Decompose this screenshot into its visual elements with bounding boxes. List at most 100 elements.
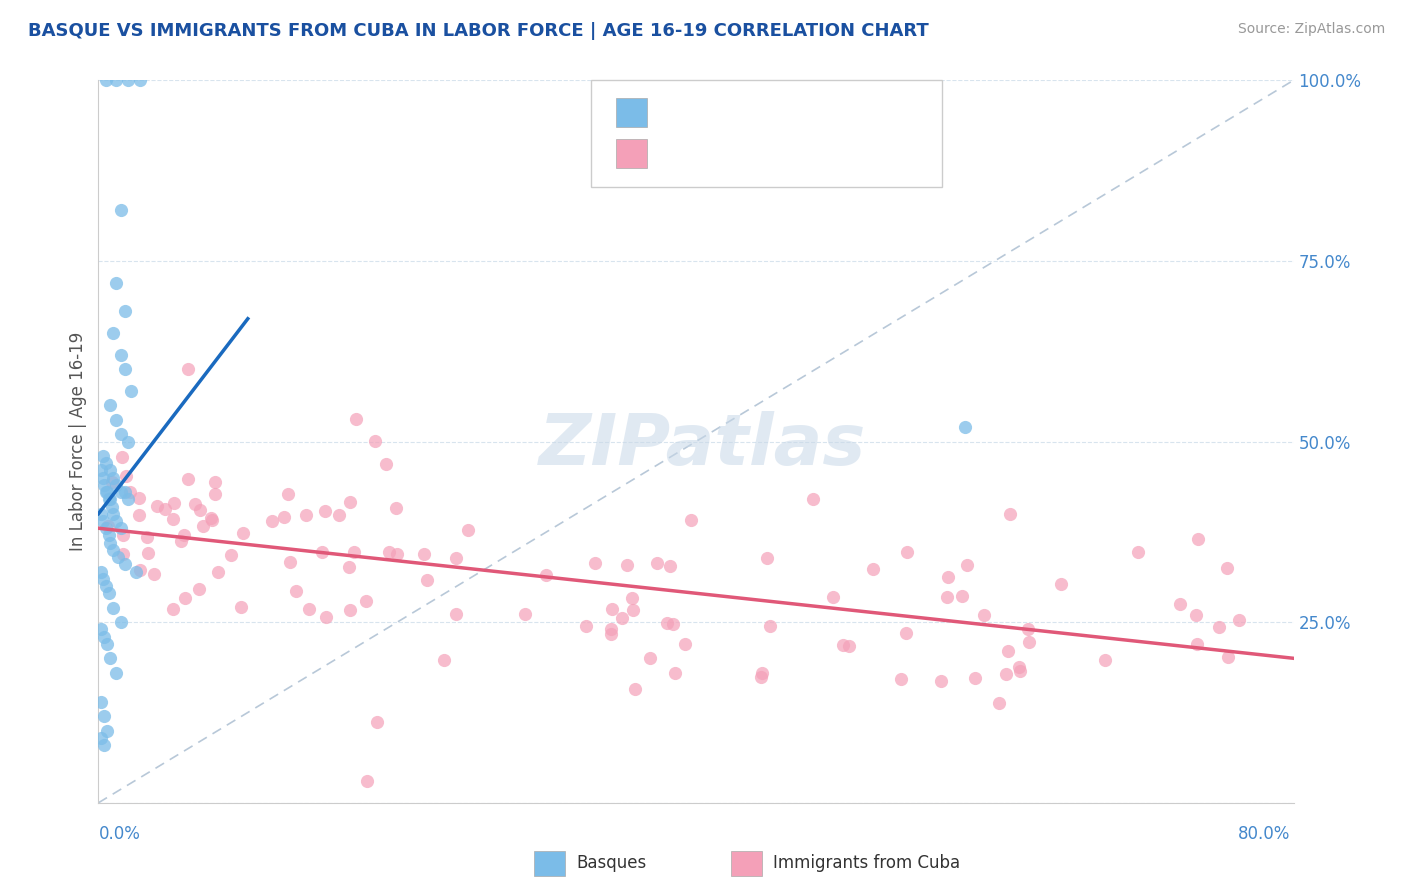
Point — [105, 478, 128, 492]
Point — [673, 637, 696, 651]
Y-axis label: In Labor Force | Age 16-19: In Labor Force | Age 16-19 — [69, 332, 87, 551]
Point — [188, 582, 211, 596]
Point — [184, 497, 207, 511]
Point — [110, 427, 132, 442]
Point — [311, 545, 333, 559]
Point — [110, 615, 132, 630]
Point — [129, 563, 152, 577]
Point — [412, 547, 434, 561]
Point — [103, 471, 125, 485]
Point — [621, 603, 644, 617]
Point — [170, 533, 193, 548]
Point — [190, 503, 212, 517]
Point — [384, 501, 406, 516]
Point — [153, 502, 176, 516]
Point — [756, 550, 779, 565]
Point — [91, 572, 114, 586]
Point — [98, 651, 122, 665]
Point — [94, 73, 117, 87]
Point — [575, 619, 598, 633]
Point — [117, 73, 139, 87]
Point — [1187, 533, 1209, 547]
Point — [339, 603, 361, 617]
Point — [98, 463, 122, 477]
Point — [117, 434, 139, 449]
Point — [998, 507, 1021, 521]
Point — [1229, 613, 1251, 627]
Point — [1017, 622, 1039, 636]
Point — [284, 584, 307, 599]
Point — [94, 579, 117, 593]
Point — [105, 276, 128, 290]
Point — [118, 484, 141, 499]
Point — [356, 774, 378, 789]
Point — [956, 558, 979, 573]
Point — [162, 601, 184, 615]
Point — [90, 565, 112, 579]
Point — [890, 672, 912, 686]
Point — [93, 738, 115, 752]
Point — [1050, 577, 1073, 591]
Point — [278, 556, 301, 570]
Point — [681, 513, 703, 527]
Point — [143, 567, 166, 582]
Point — [446, 607, 468, 621]
Point — [97, 586, 120, 600]
Point — [599, 626, 621, 640]
Point — [658, 559, 681, 574]
Point — [105, 665, 128, 680]
Text: 80.0%: 80.0% — [1239, 825, 1291, 843]
Point — [621, 591, 644, 605]
Text: ZIPatlas: ZIPatlas — [540, 411, 866, 481]
Point — [337, 560, 360, 574]
Point — [343, 545, 366, 559]
Point — [314, 504, 336, 518]
Point — [114, 362, 136, 376]
Point — [664, 665, 686, 680]
Point — [129, 73, 152, 87]
Point — [600, 601, 623, 615]
Point — [103, 326, 125, 341]
Point — [295, 508, 318, 522]
Point — [136, 529, 159, 543]
Point — [1187, 637, 1209, 651]
Point — [162, 512, 184, 526]
Text: BASQUE VS IMMIGRANTS FROM CUBA IN LABOR FORCE | AGE 16-19 CORRELATION CHART: BASQUE VS IMMIGRANTS FROM CUBA IN LABOR … — [28, 22, 929, 40]
Point — [583, 556, 606, 570]
Point — [298, 602, 321, 616]
Point — [749, 670, 772, 684]
Point — [1094, 653, 1116, 667]
Point — [366, 715, 388, 730]
Point — [457, 523, 479, 537]
Point — [103, 600, 125, 615]
Point — [534, 567, 557, 582]
Point — [97, 492, 120, 507]
Point — [231, 599, 253, 614]
Point — [110, 203, 132, 218]
Point — [93, 630, 115, 644]
Point — [90, 507, 112, 521]
Point — [936, 570, 959, 584]
Point — [90, 731, 112, 745]
Point — [315, 610, 337, 624]
Point — [91, 471, 114, 485]
Text: 0.0%: 0.0% — [98, 825, 141, 843]
Point — [98, 492, 122, 507]
Point — [838, 639, 860, 653]
Point — [91, 514, 114, 528]
Text: Basques: Basques — [576, 855, 647, 872]
Point — [862, 562, 884, 576]
Point — [662, 617, 685, 632]
Point — [174, 591, 197, 605]
Point — [801, 491, 824, 506]
Point — [96, 723, 118, 738]
Point — [929, 673, 952, 688]
Point — [1208, 620, 1230, 634]
Point — [655, 616, 678, 631]
Point — [97, 519, 120, 533]
Point — [207, 565, 229, 579]
Point — [610, 611, 633, 625]
Point — [616, 558, 638, 572]
Point — [114, 304, 136, 318]
Point — [177, 472, 200, 486]
